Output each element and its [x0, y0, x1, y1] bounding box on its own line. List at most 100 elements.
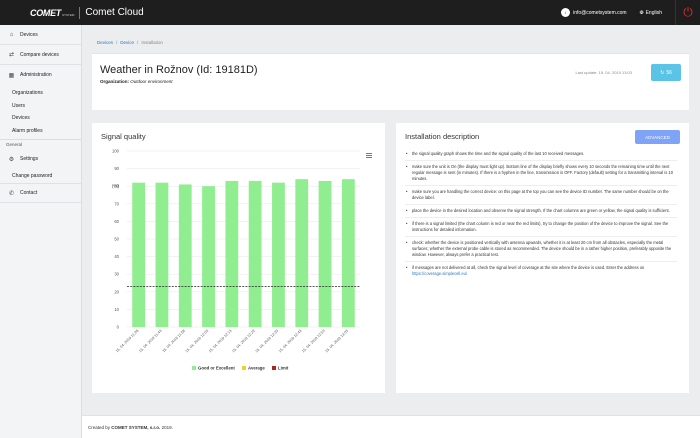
list-item: make sure the unit is On (the display mu…: [405, 164, 677, 186]
breadcrumb-devices[interactable]: Devices: [97, 40, 114, 45]
sidebar-item-label: Settings: [20, 156, 39, 162]
sidebar-item-devices[interactable]: ⌂ Devices: [0, 25, 81, 45]
legend-label: Limit: [278, 366, 289, 371]
main-content: Devices / Device / Installation Weather …: [82, 25, 700, 415]
org-value: Outdoor environment: [130, 79, 173, 84]
x-tick-label: 15. 04. 2019 11:58: [162, 329, 186, 353]
house-icon: ⌂: [9, 31, 14, 38]
page-title: Weather in Rožnov (Id: 19181D): [100, 64, 258, 76]
list-item: the signal quality graph shows the time …: [405, 151, 677, 161]
legend-swatch: [192, 366, 196, 370]
compare-icon: ⇄: [8, 52, 15, 58]
x-tick-label: 15. 04. 2019 12:13: [208, 329, 233, 354]
device-header: Weather in Rožnov (Id: 19181D) Organizat…: [92, 53, 689, 110]
hamburger-icon: [366, 155, 372, 156]
y-tick-label: 40: [114, 254, 119, 259]
user-email[interactable]: info@cometsystem.com: [573, 9, 627, 16]
organization: Organization: Outdoor environment: [100, 79, 173, 84]
y-tick-label: 10: [114, 307, 119, 312]
footer-prefix: Created by: [88, 425, 111, 430]
chart-bar: [295, 179, 309, 327]
list-item: if there is a signal limited (the chart …: [405, 221, 677, 237]
sidebar-item-contact[interactable]: ✆ Contact: [0, 183, 81, 203]
chart-bar: [178, 184, 192, 327]
installation-title: Installation description: [405, 132, 480, 141]
logo-text: COMET: [30, 7, 61, 18]
x-tick-label: 15. 04. 2019 13:03: [324, 329, 349, 354]
footer-company: COMET SYSTEM, s.r.o.: [111, 425, 161, 430]
y-tick-label: 30: [114, 272, 119, 277]
chart-bar: [155, 182, 169, 327]
footer-year: 2019.: [161, 425, 173, 430]
logo-sub: SYSTEM: [62, 13, 75, 17]
comet-logo[interactable]: COMET SYSTEM: [30, 8, 74, 18]
x-tick-label: 15. 04. 2019 12:33: [255, 329, 280, 354]
top-bar: COMET SYSTEM Comet Cloud i info@cometsys…: [0, 0, 700, 25]
y-tick-label: 20: [114, 289, 119, 294]
x-tick-label: 15. 04. 2019 12:43: [278, 329, 303, 354]
y-tick-label: 80: [114, 184, 119, 189]
gear-icon: ⚙: [8, 156, 15, 163]
sidebar-item-administration[interactable]: ▦ Administration: [0, 65, 81, 85]
globe-icon[interactable]: 🌐︎: [639, 9, 644, 16]
sidebar-item-label: Devices: [20, 31, 38, 38]
device-id: (Id: 19181D): [196, 64, 258, 76]
chart-bar: [132, 182, 146, 327]
list-item: if messages are not delivered at all, ch…: [405, 265, 677, 280]
signal-quality-title: Signal quality: [101, 132, 146, 141]
sidebar-item-organizations[interactable]: Organizations: [12, 90, 43, 97]
chart-bar: [341, 179, 355, 327]
app-title: Comet Cloud: [85, 7, 144, 18]
y-tick-label: 100: [112, 149, 120, 154]
list-item: make sure you are handling the correct d…: [405, 189, 677, 205]
phone-icon: ✆: [8, 190, 15, 197]
brand-divider: [79, 6, 81, 19]
list-item: place the device in the desired location…: [405, 208, 677, 218]
chart-bar: [225, 180, 239, 327]
y-axis-label: (%): [112, 184, 119, 189]
grid-icon: ▦: [8, 72, 15, 79]
sidebar-item-label: Contact: [20, 190, 38, 196]
y-tick-label: 90: [114, 166, 119, 171]
sidebar-item-change-password[interactable]: Change password: [12, 173, 53, 179]
hamburger-icon: [366, 153, 372, 154]
advanced-button[interactable]: ADVANCED: [635, 130, 680, 144]
installation-card: Installation description ADVANCED the si…: [396, 123, 689, 393]
y-tick-label: 50: [114, 237, 119, 242]
sidebar-item-compare-devices[interactable]: ⇄ Compare devices: [0, 45, 81, 65]
y-tick-label: 70: [114, 201, 119, 206]
x-tick-label: 15. 04. 2019 11:43: [138, 329, 162, 353]
sidebar-item-users[interactable]: Users: [12, 102, 26, 109]
breadcrumb: Devices / Device / Installation: [97, 40, 163, 45]
y-tick-label: 60: [114, 219, 119, 224]
coverage-link[interactable]: https://coverage.simplecell.eu/: [412, 271, 468, 276]
refresh-countdown: 56: [666, 69, 672, 76]
last-update: Last update: 15. 04. 2019 13:03: [575, 70, 633, 75]
breadcrumb-separator: /: [116, 40, 118, 45]
x-tick-label: 15. 04. 2019 12:03: [185, 329, 210, 354]
x-tick-label: 15. 04. 2019 11:28: [115, 329, 139, 353]
section-general: General: [0, 139, 81, 149]
footer: Created by COMET SYSTEM, s.r.o. 2019.: [82, 415, 700, 438]
list-item-text: if messages are not delivered at all, ch…: [412, 265, 645, 270]
breadcrumb-device[interactable]: Device: [120, 40, 135, 45]
hamburger-icon: [366, 157, 372, 158]
user-icon[interactable]: i: [561, 8, 571, 17]
footer-text: Created by COMET SYSTEM, s.r.o. 2019.: [88, 425, 173, 430]
legend-swatch: [272, 366, 276, 370]
signal-quality-card: Signal quality 0 10 20 30 40 50 60 70 80 90 100 (%)…: [92, 123, 385, 393]
list-item: check: whether the device is positioned …: [405, 240, 677, 262]
sidebar-item-label: Compare devices: [20, 51, 59, 58]
language-selector[interactable]: English: [645, 9, 662, 16]
chart-bar: [272, 182, 285, 327]
sidebar-item-admin-devices[interactable]: Devices: [12, 115, 30, 122]
breadcrumb-separator: /: [137, 40, 139, 45]
legend-label: Good or Excellent: [198, 366, 235, 371]
sidebar-item-alarm-profiles[interactable]: Alarm profiles: [12, 127, 43, 134]
refresh-button[interactable]: ↻ 56: [651, 64, 681, 81]
signal-quality-chart: 0 10 20 30 40 50 60 70 80 90 100 (%) 15. 04. 2019 11…: [112, 149, 372, 371]
sidebar-item-settings[interactable]: ⚙ Settings: [0, 149, 81, 169]
chart-bar: [248, 180, 262, 327]
power-icon[interactable]: ⏻: [675, 0, 700, 25]
installation-list: the signal quality graph shows the time …: [405, 151, 677, 283]
